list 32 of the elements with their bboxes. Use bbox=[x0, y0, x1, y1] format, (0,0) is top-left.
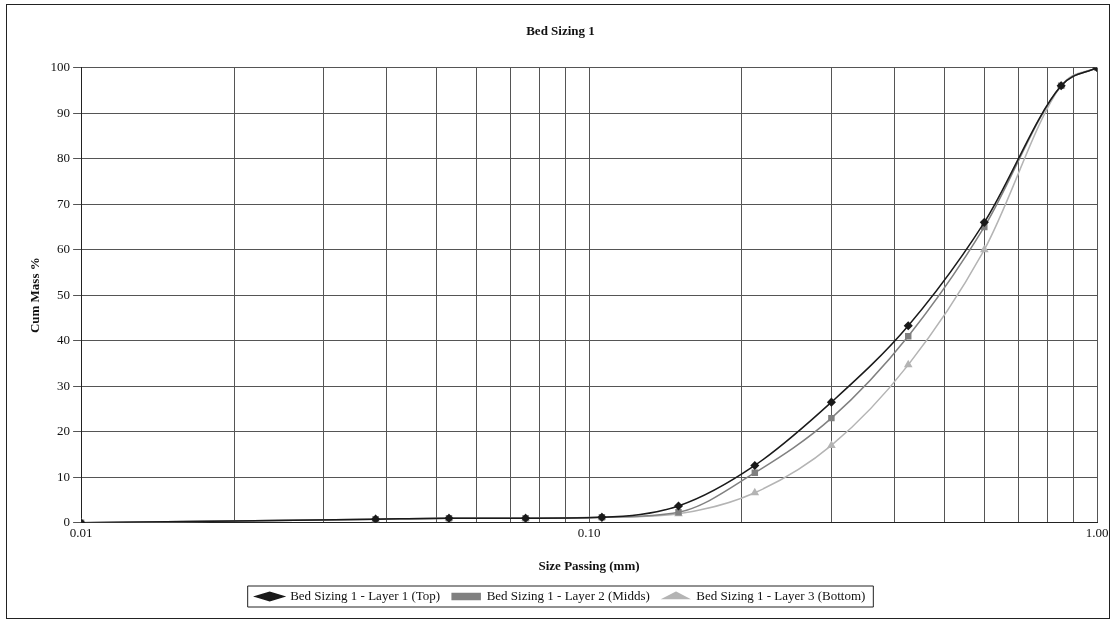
point bbox=[980, 245, 989, 253]
x-tick-label: 1.00 bbox=[1085, 525, 1109, 541]
y-tick-label: 30 bbox=[57, 377, 71, 393]
chart-title: Bed Sizing 1 bbox=[526, 23, 595, 39]
x-axis-title: Size Passing (mm) bbox=[538, 557, 640, 573]
point bbox=[980, 218, 989, 227]
y-axis-title: Cum Mass % bbox=[27, 257, 43, 334]
y-tick-label: 50 bbox=[57, 286, 71, 302]
y-tick-label: 60 bbox=[57, 241, 71, 257]
y-tick-label: 10 bbox=[57, 468, 71, 484]
legend-label: Bed Sizing 1 - Layer 2 (Midds) bbox=[486, 587, 650, 603]
y-tick-label: 40 bbox=[57, 332, 71, 348]
y-tick-label: 0 bbox=[63, 514, 71, 530]
point bbox=[751, 469, 759, 476]
legend-label: Bed Sizing 1 - Layer 3 (Bottom) bbox=[696, 587, 866, 603]
x-tick-label: 0.01 bbox=[69, 525, 93, 541]
point bbox=[904, 360, 913, 368]
point bbox=[751, 488, 759, 496]
point bbox=[903, 321, 913, 330]
point bbox=[674, 501, 683, 511]
y-tick-label: 20 bbox=[57, 423, 71, 439]
y-tick-label: 80 bbox=[57, 150, 71, 166]
y-tick-label: 90 bbox=[57, 104, 71, 120]
y-tick-label: 70 bbox=[57, 195, 71, 211]
point bbox=[828, 414, 835, 422]
legend-label: Bed Sizing 1 - Layer 1 (Top) bbox=[290, 587, 441, 603]
point bbox=[827, 441, 836, 448]
point bbox=[827, 397, 836, 407]
x-tick-label: 0.10 bbox=[577, 525, 601, 541]
point bbox=[905, 332, 912, 340]
point bbox=[750, 461, 760, 470]
y-tick-label: 100 bbox=[50, 59, 71, 75]
